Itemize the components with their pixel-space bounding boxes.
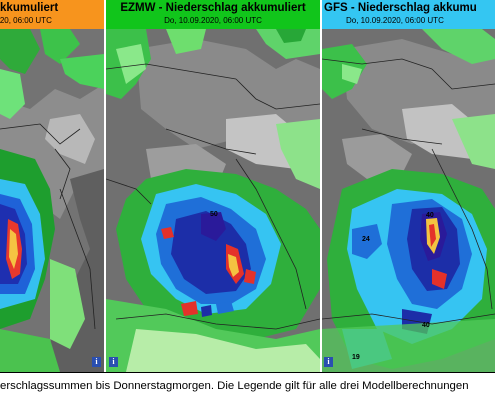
value-label: 24 <box>362 236 370 243</box>
value-label: 19 <box>352 354 360 361</box>
model-panel-gfs: GFS - Niederschlag akkumu Do, 10.09.2020… <box>322 0 495 372</box>
precipitation-map-ezmw: 50 <box>106 29 320 372</box>
panel-header: EZMW - Niederschlag akkumuliert Do, 10.0… <box>106 0 320 29</box>
panel-title: schlag akkumuliert <box>0 2 59 14</box>
model-panel-ezmw: EZMW - Niederschlag akkumuliert Do, 10.0… <box>106 0 320 372</box>
precipitation-map-gfs: 40 24 40 19 <box>322 29 495 372</box>
model-panel-left: schlag akkumuliert Do, 10.09.2020, 06:00… <box>0 0 104 372</box>
panel-header: GFS - Niederschlag akkumu Do, 10.09.2020… <box>322 0 495 29</box>
panel-date: Do, 10.09.2020, 06:00 UTC <box>0 16 52 25</box>
precipitation-map-left <box>0 29 104 372</box>
panel-header: schlag akkumuliert Do, 10.09.2020, 06:00… <box>0 0 104 29</box>
value-label: 40 <box>426 212 434 219</box>
panel-title: EZMW - Niederschlag akkumuliert <box>120 2 306 14</box>
panel-title: GFS - Niederschlag akkumu <box>324 2 477 14</box>
panel-date: Do, 10.09.2020, 06:00 UTC <box>346 16 444 25</box>
figure-caption: erschlagssummen bis Donnerstagmorgen. Di… <box>0 372 495 401</box>
info-icon[interactable]: i <box>92 357 101 367</box>
value-label: 40 <box>422 322 430 329</box>
caption-text: erschlagssummen bis Donnerstagmorgen. Di… <box>0 380 469 392</box>
info-icon[interactable]: i <box>109 357 118 367</box>
info-icon[interactable]: i <box>324 357 333 367</box>
value-label: 50 <box>210 211 218 218</box>
panel-date: Do, 10.09.2020, 06:00 UTC <box>164 16 262 25</box>
